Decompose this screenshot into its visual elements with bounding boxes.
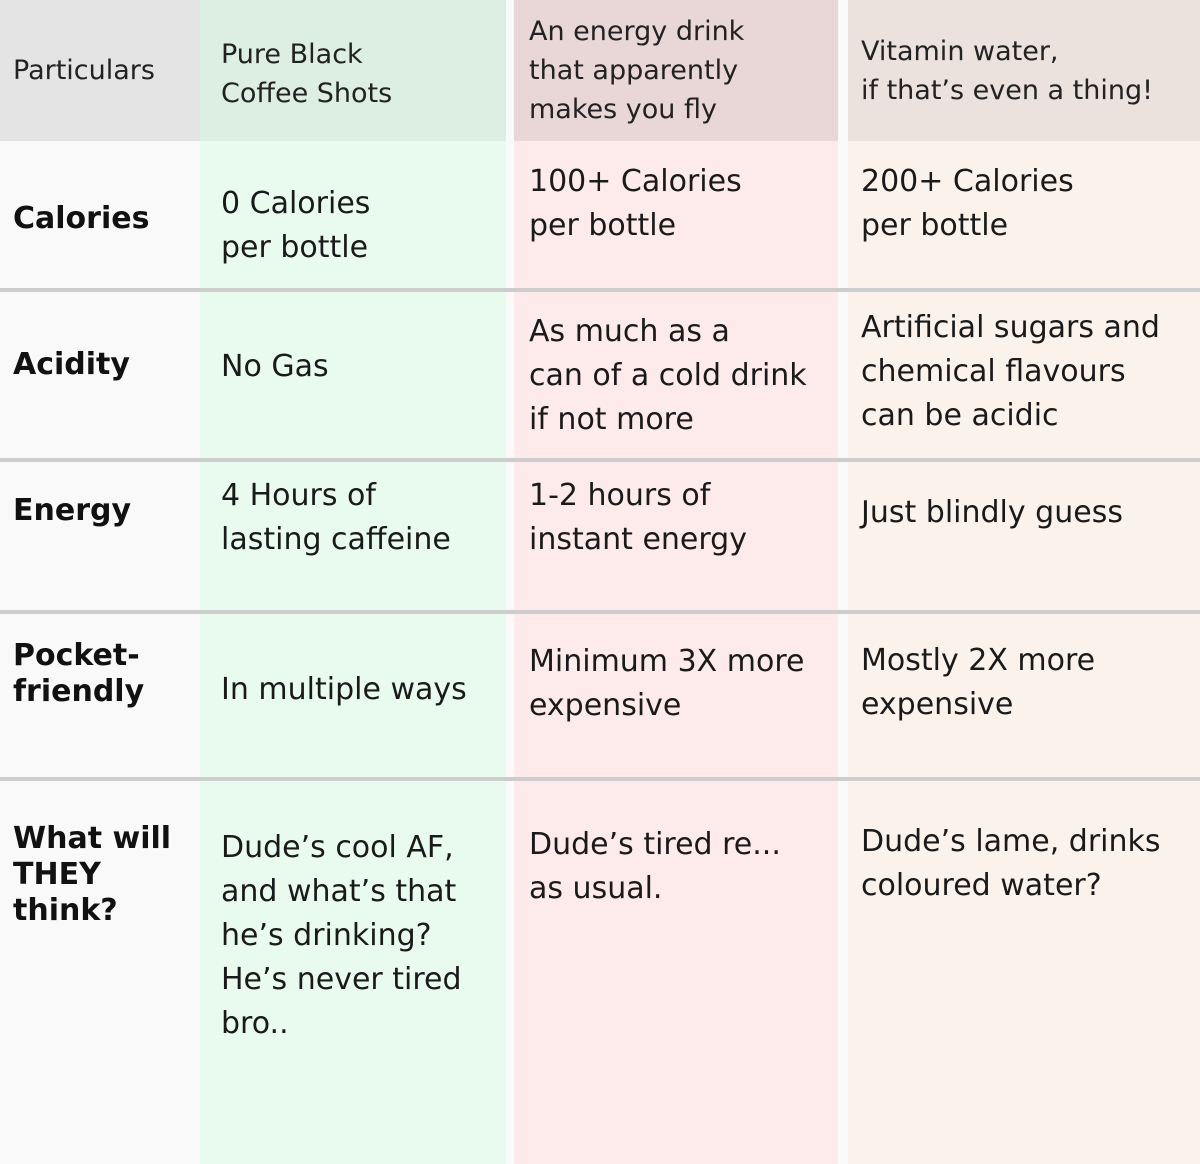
header-label-bg [0, 0, 200, 141]
cell-vitamin-pocket-friendly: Mostly 2X more expensive [861, 643, 1096, 722]
cell-vitamin-energy: Just blindly guess [861, 495, 1123, 530]
row-divider [0, 610, 1200, 614]
cell-vitamin-acidity: Artificial sugars and chemical flavours … [861, 310, 1160, 433]
label-column-bg [0, 0, 200, 1164]
cell-energy-what-will-they-think: Dude’s tired re... as usual. [529, 827, 781, 906]
row-divider [0, 777, 1200, 781]
cell-coffee-pocket-friendly: In multiple ways [221, 672, 467, 707]
cell-coffee-what-will-they-think: Dude’s cool AF, and what’s that he’s dri… [221, 830, 462, 1041]
energy-column-bg [514, 0, 838, 1164]
cell-coffee-energy: 4 Hours of lasting caffeine [221, 478, 451, 557]
header-particulars: Particulars [13, 55, 155, 86]
cell-vitamin-what-will-they-think: Dude’s lame, drinks coloured water? [861, 824, 1161, 903]
header-coffee-bg [200, 0, 506, 141]
header-vitamin: Vitamin water, if that’s even a thing! [861, 35, 1153, 106]
row-label-what-will-they-think: What will THEY think? [13, 821, 172, 928]
row-divider [0, 288, 1200, 292]
vitamin-column-bg [848, 0, 1200, 1164]
header-energy-bg [514, 0, 838, 141]
cell-coffee-calories: 0 Calories per bottle [221, 186, 371, 265]
coffee-column-bg [200, 0, 506, 1164]
header-energy: An energy drink that apparently makes yo… [529, 16, 745, 125]
row-label-pocket-friendly: Pocket- friendly [13, 638, 145, 709]
header-coffee: Pure Black Coffee Shots [221, 38, 393, 109]
row-label-acidity: Acidity [13, 347, 130, 382]
row-label-energy: Energy [13, 493, 132, 528]
row-label-calories: Calories [13, 201, 150, 236]
row-divider [0, 458, 1200, 462]
header-vitamin-bg [848, 0, 1200, 141]
cell-energy-energy: 1-2 hours of instant energy [529, 478, 747, 557]
cell-vitamin-calories: 200+ Calories per bottle [861, 164, 1074, 243]
cell-coffee-acidity: No Gas [221, 349, 329, 384]
cell-energy-acidity: As much as a can of a cold drink if not … [529, 314, 807, 437]
cell-energy-calories: 100+ Calories per bottle [529, 164, 742, 243]
cell-energy-pocket-friendly: Minimum 3X more expensive [529, 644, 805, 723]
